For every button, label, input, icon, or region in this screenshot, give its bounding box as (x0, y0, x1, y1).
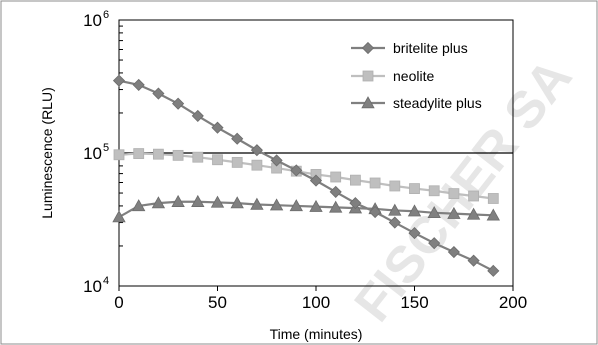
x-axis (118, 285, 514, 291)
data-point (151, 196, 166, 209)
y-tick-exponent: 5 (103, 142, 109, 154)
data-point (447, 206, 461, 219)
data-point (269, 198, 284, 211)
data-point (191, 194, 205, 207)
data-point (152, 148, 164, 160)
data-point (231, 132, 244, 145)
legend-marker (361, 96, 375, 109)
data-point (369, 177, 381, 189)
x-tick-labels: 0 50 100 150 200 (114, 293, 527, 312)
data-point (191, 109, 204, 122)
legend: britelite plus neolite steadylite plus (351, 40, 482, 111)
series-steadylite-plus (112, 194, 500, 223)
legend-marker (361, 41, 375, 55)
data-point (250, 144, 263, 157)
data-point (309, 174, 323, 187)
data-point (468, 190, 480, 202)
data-point (448, 188, 460, 200)
series-layer (112, 74, 500, 277)
watermark: FISCHER SA (344, 49, 584, 333)
data-point (329, 185, 342, 198)
data-point (447, 245, 460, 259)
data-point (309, 199, 323, 212)
data-point (172, 97, 185, 110)
x-tick-label: 200 (499, 293, 527, 312)
x-tick-label: 150 (400, 293, 428, 312)
data-point (330, 171, 342, 183)
data-point (369, 205, 382, 219)
y-tick-base: 10 (83, 277, 102, 296)
data-point (211, 121, 224, 134)
data-point (329, 200, 343, 213)
y-tick-label: 10 4 (83, 275, 109, 296)
x-tick-label: 0 (114, 293, 123, 312)
data-point (251, 159, 263, 171)
data-point (349, 174, 361, 186)
legend-marker (362, 70, 374, 82)
data-point (172, 149, 184, 161)
data-point (212, 154, 223, 166)
data-point (231, 156, 243, 168)
x-tick-label: 50 (208, 293, 227, 312)
y-tick-label: 10 5 (83, 142, 109, 163)
data-point (487, 264, 500, 277)
y-tick-base: 10 (83, 144, 102, 163)
data-point (290, 164, 303, 177)
x-tick-label: 100 (302, 293, 330, 312)
data-point (112, 210, 126, 223)
data-point (250, 197, 264, 210)
data-point (192, 151, 204, 163)
y-tick-exponent: 4 (103, 275, 109, 287)
legend-label: neolite (393, 68, 434, 84)
data-point (112, 74, 126, 87)
data-point (388, 216, 401, 229)
data-point (407, 204, 422, 217)
data-point (132, 199, 146, 212)
y-tick-base: 10 (83, 11, 102, 30)
data-point (132, 78, 145, 91)
legend-label: britelite plus (393, 40, 468, 56)
data-point (171, 194, 185, 207)
data-point (389, 180, 401, 192)
data-point (270, 154, 283, 167)
legend-item: steadylite plus (351, 95, 482, 111)
data-point (230, 196, 244, 209)
x-axis-title: Time (minutes) (270, 326, 363, 342)
series-britelite-plus (112, 74, 500, 277)
watermark-text: FISCHER SA (344, 49, 584, 333)
legend-label: steadylite plus (393, 95, 482, 111)
data-point (408, 227, 421, 240)
y-axis-title: Luminescence (RLU) (39, 87, 55, 219)
data-point (467, 254, 480, 267)
legend-item: neolite (351, 68, 434, 84)
data-point (409, 183, 420, 194)
data-point (133, 148, 145, 159)
data-point (466, 207, 481, 220)
data-point (210, 195, 225, 208)
data-point (486, 208, 500, 221)
y-tick-label: 10 6 (83, 9, 109, 30)
data-point (289, 199, 303, 212)
data-point (113, 149, 125, 161)
y-tick-exponent: 6 (103, 9, 109, 21)
data-point (388, 203, 402, 216)
data-point (152, 87, 165, 100)
data-point (427, 205, 441, 219)
legend-item: britelite plus (351, 40, 468, 56)
data-point (487, 193, 499, 204)
data-point (349, 197, 362, 210)
data-point (428, 185, 440, 197)
data-point (428, 237, 441, 250)
